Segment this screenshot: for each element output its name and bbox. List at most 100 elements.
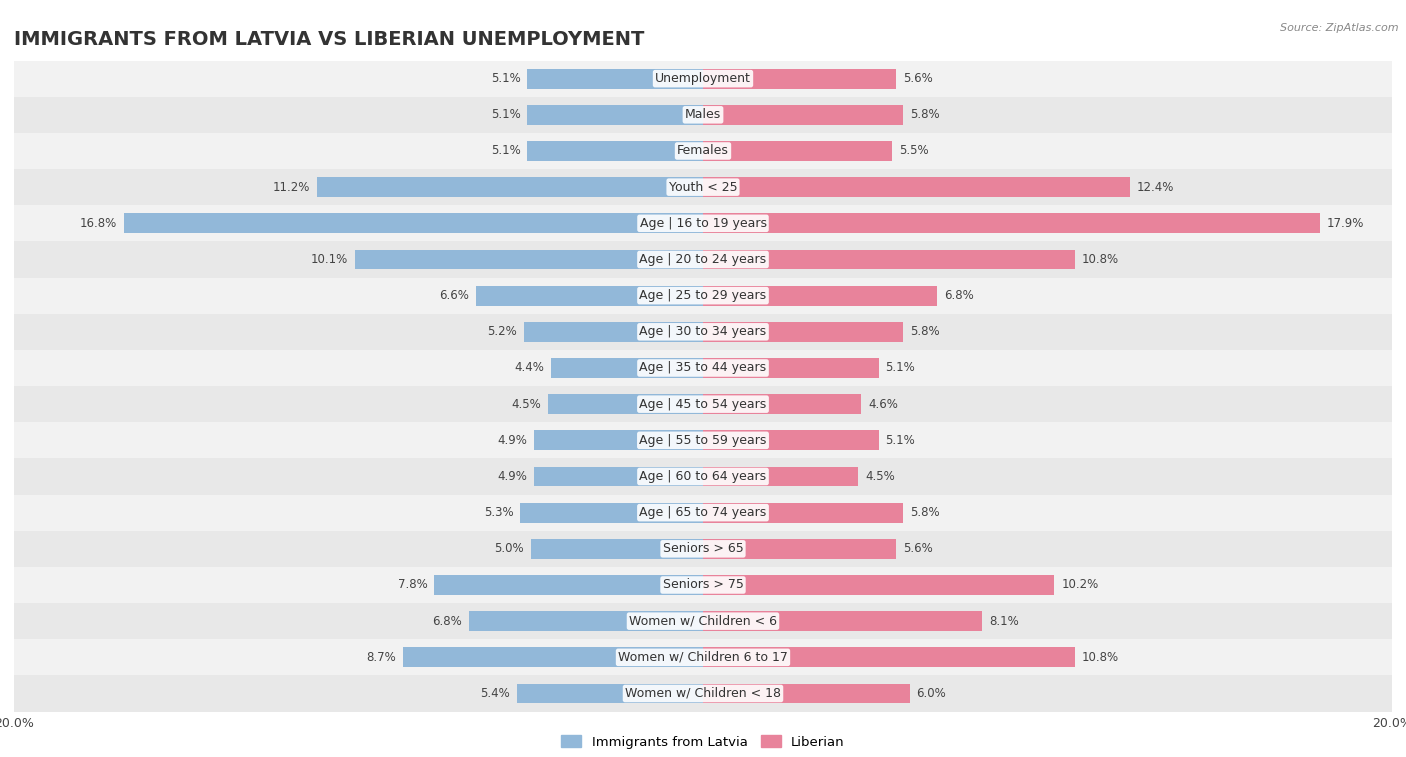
Text: IMMIGRANTS FROM LATVIA VS LIBERIAN UNEMPLOYMENT: IMMIGRANTS FROM LATVIA VS LIBERIAN UNEMP… [14,30,644,49]
Bar [703,250,1076,269]
Bar [527,105,703,125]
Bar [14,639,1392,675]
Text: 7.8%: 7.8% [398,578,427,591]
Text: 5.1%: 5.1% [491,72,520,85]
Bar [14,675,1392,712]
Text: Women w/ Children < 6: Women w/ Children < 6 [628,615,778,628]
Text: 4.4%: 4.4% [515,362,544,375]
Text: 5.5%: 5.5% [900,145,929,157]
Bar [703,575,1054,595]
Text: Age | 60 to 64 years: Age | 60 to 64 years [640,470,766,483]
Text: 5.8%: 5.8% [910,108,939,121]
Bar [14,603,1392,639]
Text: Women w/ Children 6 to 17: Women w/ Children 6 to 17 [619,651,787,664]
Text: 5.1%: 5.1% [886,362,915,375]
Text: 5.1%: 5.1% [886,434,915,447]
Bar [527,69,703,89]
Bar [703,285,938,306]
Bar [14,61,1392,97]
Text: 4.9%: 4.9% [498,434,527,447]
Bar [703,141,893,161]
Text: 5.0%: 5.0% [495,542,524,556]
Text: 5.6%: 5.6% [903,72,932,85]
Text: 10.8%: 10.8% [1083,253,1119,266]
Bar [356,250,703,269]
Text: Age | 30 to 34 years: Age | 30 to 34 years [640,326,766,338]
Bar [14,459,1392,494]
Text: 5.3%: 5.3% [484,506,513,519]
Text: 6.0%: 6.0% [917,687,946,700]
Legend: Immigrants from Latvia, Liberian: Immigrants from Latvia, Liberian [555,730,851,754]
Text: 5.1%: 5.1% [491,145,520,157]
Bar [703,431,879,450]
Bar [14,169,1392,205]
Text: Seniors > 65: Seniors > 65 [662,542,744,556]
Bar [14,241,1392,278]
Bar [534,431,703,450]
Text: Age | 16 to 19 years: Age | 16 to 19 years [640,217,766,230]
Bar [703,105,903,125]
Bar [534,466,703,487]
Text: Unemployment: Unemployment [655,72,751,85]
Text: 6.8%: 6.8% [432,615,461,628]
Bar [527,141,703,161]
Bar [14,567,1392,603]
Bar [703,611,981,631]
Bar [14,133,1392,169]
Text: 5.4%: 5.4% [481,687,510,700]
Text: 5.1%: 5.1% [491,108,520,121]
Bar [404,647,703,667]
Bar [124,213,703,233]
Bar [703,503,903,522]
Bar [475,285,703,306]
Bar [524,322,703,341]
Text: Age | 55 to 59 years: Age | 55 to 59 years [640,434,766,447]
Bar [703,358,879,378]
Text: 17.9%: 17.9% [1326,217,1364,230]
Bar [703,394,862,414]
Bar [703,213,1320,233]
Text: 11.2%: 11.2% [273,181,311,194]
Text: 12.4%: 12.4% [1137,181,1174,194]
Text: Age | 20 to 24 years: Age | 20 to 24 years [640,253,766,266]
Text: 4.6%: 4.6% [869,397,898,410]
Bar [548,394,703,414]
Text: 4.5%: 4.5% [512,397,541,410]
Text: Females: Females [678,145,728,157]
Bar [703,539,896,559]
Text: Source: ZipAtlas.com: Source: ZipAtlas.com [1281,23,1399,33]
Text: 5.8%: 5.8% [910,506,939,519]
Text: Age | 45 to 54 years: Age | 45 to 54 years [640,397,766,410]
Bar [703,177,1130,197]
Bar [14,97,1392,133]
Bar [703,466,858,487]
Text: 5.6%: 5.6% [903,542,932,556]
Text: 5.8%: 5.8% [910,326,939,338]
Text: Women w/ Children < 18: Women w/ Children < 18 [626,687,780,700]
Bar [14,386,1392,422]
Bar [551,358,703,378]
Bar [703,647,1076,667]
Text: 10.1%: 10.1% [311,253,349,266]
Text: 10.8%: 10.8% [1083,651,1119,664]
Bar [14,278,1392,313]
Text: Males: Males [685,108,721,121]
Bar [531,539,703,559]
Text: 4.5%: 4.5% [865,470,894,483]
Text: 16.8%: 16.8% [80,217,117,230]
Bar [14,313,1392,350]
Bar [517,684,703,703]
Text: 6.6%: 6.6% [439,289,468,302]
Text: Age | 25 to 29 years: Age | 25 to 29 years [640,289,766,302]
Text: Youth < 25: Youth < 25 [669,181,737,194]
Text: Seniors > 75: Seniors > 75 [662,578,744,591]
Bar [434,575,703,595]
Text: 4.9%: 4.9% [498,470,527,483]
Bar [703,69,896,89]
Bar [318,177,703,197]
Text: Age | 35 to 44 years: Age | 35 to 44 years [640,362,766,375]
Bar [14,531,1392,567]
Bar [703,684,910,703]
Text: Age | 65 to 74 years: Age | 65 to 74 years [640,506,766,519]
Bar [703,322,903,341]
